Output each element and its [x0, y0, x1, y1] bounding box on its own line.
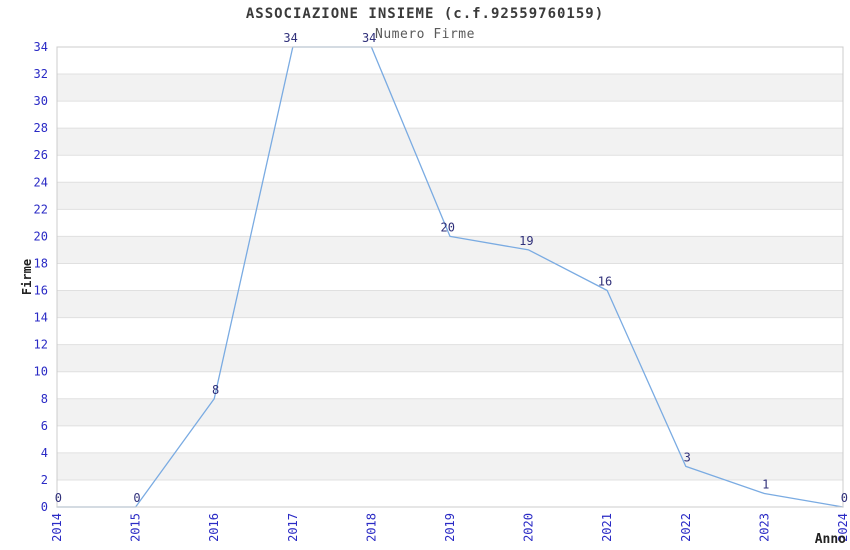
x-tick-label: 2023 [757, 513, 771, 542]
plot-band [57, 398, 843, 426]
x-tick-label: 2014 [50, 513, 64, 542]
y-tick-label: 20 [34, 229, 48, 243]
plot-band [57, 452, 843, 480]
plot-band [57, 47, 843, 75]
plot-band [57, 290, 843, 318]
y-tick-label: 10 [34, 365, 48, 379]
x-tick-label: 2021 [600, 513, 614, 542]
data-point-label: 34 [283, 31, 297, 45]
y-tick-label: 4 [41, 446, 48, 460]
y-tick-label: 0 [41, 500, 48, 514]
y-tick-label: 2 [41, 473, 48, 487]
y-tick-label: 16 [34, 284, 48, 298]
data-point-label: 20 [441, 220, 455, 234]
plot-band [57, 263, 843, 291]
y-tick-label: 22 [34, 202, 48, 216]
y-tick-label: 34 [34, 40, 48, 54]
plot-band [57, 425, 843, 453]
plot-band [57, 182, 843, 210]
plot-band [57, 317, 843, 345]
y-axis-title: Firme [20, 259, 34, 295]
data-point-label: 19 [519, 234, 533, 248]
data-point-label: 34 [362, 31, 376, 45]
plot-band [57, 128, 843, 156]
plot-band [57, 101, 843, 129]
data-point-label: 16 [598, 275, 612, 289]
y-tick-label: 6 [41, 419, 48, 433]
x-axis-title: Anno [815, 532, 846, 547]
chart-title: ASSOCIAZIONE INSIEME (c.f.92559760159) [245, 6, 605, 22]
y-tick-label: 8 [41, 392, 48, 406]
data-point-label: 0 [841, 491, 848, 505]
y-tick-label: 32 [34, 67, 48, 81]
data-point-label: 0 [133, 491, 140, 505]
plot-band [57, 479, 843, 507]
data-point-label: 1 [762, 478, 769, 492]
y-tick-label: 12 [34, 338, 48, 352]
chart-subtitle: Numero Firme [375, 27, 475, 42]
x-tick-label: 2018 [364, 513, 378, 542]
y-tick-label: 14 [34, 311, 48, 325]
x-tick-label: 2017 [286, 513, 300, 542]
data-point-label: 0 [55, 491, 62, 505]
y-tick-label: 30 [34, 94, 48, 108]
plot-band [57, 371, 843, 399]
plot-border [56, 46, 844, 508]
y-tick-label: 18 [34, 257, 48, 271]
data-series-line [56, 46, 844, 508]
x-tick-label: 2015 [129, 513, 143, 542]
plot-band [57, 236, 843, 264]
y-tick-label: 26 [34, 148, 48, 162]
plot-band [57, 209, 843, 237]
x-tick-label: 2024 [836, 513, 850, 542]
data-point-label: 8 [212, 383, 219, 397]
data-point-label: 3 [684, 450, 691, 464]
plot-band [57, 74, 843, 102]
plot-band [57, 344, 843, 372]
x-tick-label: 2019 [443, 513, 457, 542]
x-tick-label: 2016 [207, 513, 221, 542]
x-tick-label: 2022 [679, 513, 693, 542]
plot-band [57, 155, 843, 183]
y-tick-label: 28 [34, 121, 48, 135]
x-tick-label: 2020 [522, 513, 536, 542]
y-tick-label: 24 [34, 175, 48, 189]
